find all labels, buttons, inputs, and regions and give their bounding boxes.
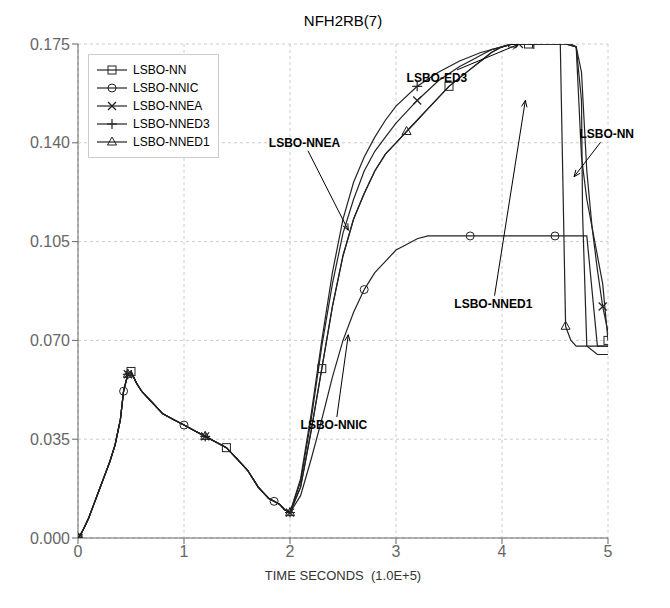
- html-text:LSBO-NN: LSBO-NN: [133, 63, 187, 77]
- svg-text:5: 5: [604, 543, 613, 560]
- svg-text:LSBO-NNIC: LSBO-NNIC: [301, 418, 368, 432]
- svg-text:LSBO-NNEA: LSBO-NNEA: [269, 136, 341, 150]
- svg-text:LSBO-NNED1: LSBO-NNED1: [454, 297, 532, 311]
- svg-text:2: 2: [286, 543, 295, 560]
- html-text:LSBO-NNIC: LSBO-NNIC: [133, 81, 199, 95]
- svg-text:LSBO-ED3: LSBO-ED3: [407, 71, 468, 85]
- html-text:LSBO-NNED3: LSBO-NNED3: [133, 117, 210, 131]
- svg-text:0.000: 0.000: [30, 530, 70, 547]
- svg-text:0: 0: [74, 543, 83, 560]
- html-text:LSBO-NNEA: LSBO-NNEA: [133, 99, 203, 113]
- svg-text:TIME SECONDS (1.0E+5): TIME SECONDS (1.0E+5): [265, 568, 421, 583]
- svg-text:3: 3: [392, 543, 401, 560]
- svg-text:0.175: 0.175: [30, 36, 70, 53]
- svg-text:4: 4: [498, 543, 507, 560]
- svg-text:0.140: 0.140: [30, 134, 70, 151]
- html-text:NFH2RB(7): NFH2RB(7): [303, 12, 383, 29]
- svg-text:0.070: 0.070: [30, 332, 70, 349]
- svg-text:0.105: 0.105: [30, 233, 70, 250]
- svg-text:0.035: 0.035: [30, 431, 70, 448]
- svg-text:1: 1: [180, 543, 189, 560]
- svg-text:LSBO-NN: LSBO-NN: [579, 127, 634, 141]
- html-text:LSBO-NNED1: LSBO-NNED1: [133, 135, 210, 149]
